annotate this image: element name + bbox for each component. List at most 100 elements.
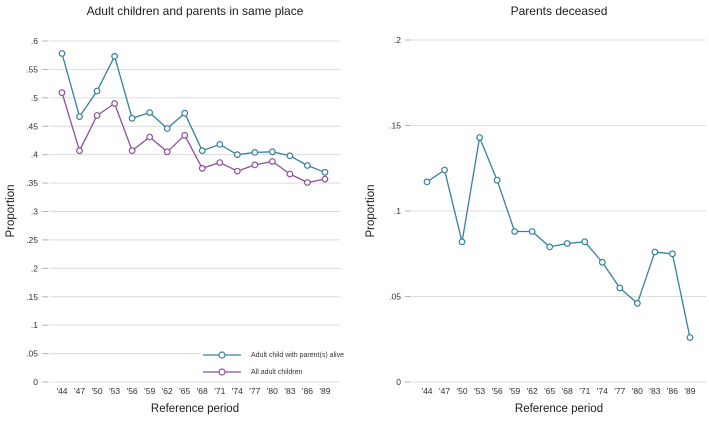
- data-point-marker: [686, 334, 694, 341]
- data-point-marker: [233, 151, 241, 159]
- data-point-marker: [251, 148, 259, 156]
- data-point-marker: [181, 109, 189, 117]
- data-point-marker: [163, 125, 171, 132]
- data-point-marker: [304, 179, 311, 186]
- y-tick-label: .1: [394, 206, 401, 216]
- x-tick-label: '65: [179, 386, 190, 396]
- y-tick-label: .05: [389, 292, 401, 302]
- y-tick-label: 0: [33, 377, 38, 387]
- data-point-marker: [633, 299, 641, 307]
- data-point-marker: [476, 134, 483, 141]
- y-tick-label: .45: [26, 121, 38, 131]
- x-tick-label: '44: [421, 386, 432, 396]
- data-point-marker: [286, 152, 294, 160]
- y-tick-label: .1: [31, 320, 38, 330]
- data-point-marker: [181, 131, 189, 139]
- x-tick-label: '47: [439, 386, 450, 396]
- series-line: [61, 92, 326, 184]
- data-point-marker: [423, 178, 431, 186]
- series-line: [61, 53, 326, 173]
- data-point-marker: [598, 258, 606, 266]
- data-point-marker: [304, 162, 311, 169]
- y-tick-label: .2: [31, 263, 38, 273]
- right-y-axis-title: Proportion: [365, 184, 377, 238]
- x-tick-label: '89: [684, 386, 695, 396]
- data-point-marker: [251, 161, 259, 169]
- legend-item-all-adult-children: All adult children: [203, 366, 344, 378]
- data-point-marker: [511, 228, 519, 235]
- y-tick-label: .2: [394, 35, 401, 45]
- data-point-marker: [651, 248, 659, 256]
- data-point-marker: [198, 164, 206, 172]
- x-tick-label: '86: [302, 386, 313, 396]
- data-point-marker: [93, 112, 101, 119]
- y-tick-label: 0: [396, 377, 401, 387]
- data-point-marker: [146, 109, 154, 116]
- data-point-marker: [111, 52, 118, 60]
- data-point-marker: [128, 114, 136, 122]
- x-tick-label: '50: [92, 386, 103, 396]
- x-tick-label: '59: [509, 386, 520, 396]
- data-point-marker: [546, 243, 554, 251]
- x-tick-label: '65: [544, 386, 555, 396]
- legend-label: All adult children: [251, 368, 303, 376]
- y-tick-label: .05: [26, 349, 38, 359]
- legend-label: Adult child with parent(s) alive: [251, 351, 344, 359]
- y-tick-label: .55: [26, 64, 38, 74]
- legend: Adult child with parent(s) alive All adu…: [201, 348, 346, 379]
- x-tick-label: '83: [284, 386, 295, 396]
- data-point-marker: [321, 175, 329, 183]
- right-panel-title: Parents deceased: [510, 4, 608, 18]
- legend-item-adult-child-parents-alive: Adult child with parent(s) alive: [203, 349, 344, 361]
- x-tick-label: '50: [457, 386, 468, 396]
- left-panel-title: Adult children and parents in same place: [86, 4, 304, 18]
- data-point-marker: [128, 147, 136, 155]
- x-tick-label: '56: [492, 386, 503, 396]
- data-point-marker: [441, 166, 448, 174]
- x-tick-label: '56: [127, 386, 138, 396]
- y-tick-label: .25: [26, 235, 38, 245]
- x-tick-label: '53: [474, 386, 485, 396]
- x-tick-label: '53: [109, 386, 120, 396]
- data-point-marker: [286, 170, 294, 178]
- data-point-marker: [458, 238, 466, 246]
- data-point-marker: [216, 140, 224, 148]
- x-tick-label: '44: [56, 386, 67, 396]
- x-tick-label: '71: [579, 386, 590, 396]
- x-tick-label: '77: [249, 386, 260, 396]
- x-tick-label: '74: [232, 386, 243, 396]
- x-tick-label: '80: [267, 386, 278, 396]
- data-point-marker: [146, 133, 154, 141]
- x-tick-label: '86: [667, 386, 678, 396]
- x-tick-label: '68: [197, 386, 208, 396]
- data-point-marker: [233, 167, 241, 175]
- teal-line-marker-icon: [203, 351, 241, 359]
- data-point-marker: [268, 158, 276, 165]
- x-tick-label: '68: [562, 386, 573, 396]
- y-tick-label: .15: [26, 292, 38, 302]
- x-tick-label: '74: [597, 386, 608, 396]
- left-x-axis-title: Reference period: [150, 403, 240, 415]
- x-tick-label: '71: [214, 386, 225, 396]
- data-point-marker: [216, 159, 224, 167]
- x-tick-label: '59: [144, 386, 155, 396]
- data-point-marker: [163, 148, 171, 156]
- right-x-axis-title: Reference period: [514, 403, 604, 415]
- data-point-marker: [76, 113, 83, 120]
- purple-line-marker-icon: [203, 368, 241, 376]
- data-point-marker: [563, 240, 571, 247]
- left-y-axis-title: Proportion: [5, 184, 17, 238]
- x-tick-label: '80: [632, 386, 643, 396]
- panel-left: 0 .05 .1 .15 .2 .25 .3 .35 .4 .45 .5 .55 .6 '44 '47 '50…: [26, 36, 340, 396]
- data-point-marker: [616, 284, 624, 292]
- data-point-marker: [268, 148, 276, 156]
- series-line: [426, 136, 691, 338]
- data-point-marker: [93, 87, 101, 95]
- y-tick-label: .4: [31, 150, 38, 160]
- panel-right: 0 .05 .1 .15 .2 '44 '47 '50 '53 '56 '59 '62 '65 '68 '7…: [389, 35, 706, 396]
- data-point-marker: [58, 50, 66, 57]
- x-tick-label: '62: [527, 386, 538, 396]
- y-tick-label: .15: [389, 121, 401, 131]
- y-tick-label: .6: [31, 36, 38, 46]
